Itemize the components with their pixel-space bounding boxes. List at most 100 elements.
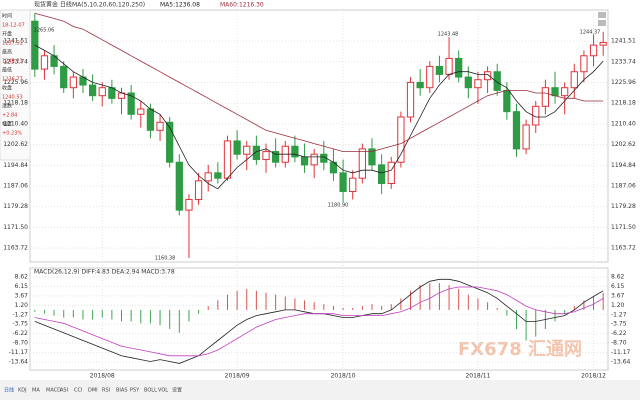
info-text: 幅度 [2, 121, 12, 128]
tab[interactable]: 日线 [4, 387, 14, 394]
candle-body [589, 44, 598, 57]
y-tick-label: 1218.18 [611, 100, 636, 107]
y-tick-label: 1202.62 [611, 141, 636, 148]
line-series [34, 44, 604, 190]
tab[interactable]: CCI [74, 388, 82, 394]
candle-body [214, 172, 222, 179]
annotation: 1243.48 [438, 32, 459, 38]
tab[interactable]: BIAS [116, 388, 128, 394]
tab[interactable]: KDJ [18, 388, 27, 394]
candle-body [223, 140, 232, 179]
legend-entry: MA60:1216.30 [220, 2, 264, 9]
candle-body [339, 172, 347, 192]
candle-body [262, 151, 270, 161]
candle-body [474, 79, 482, 89]
x-tick-label: 2018/08 [90, 373, 115, 380]
annotation: 1244.37 [580, 30, 601, 36]
tab[interactable]: MA [32, 388, 40, 394]
macd-frame [29, 267, 609, 371]
y-tick-label: 1225.96 [611, 79, 636, 86]
y-tick-label: 1179.28 [611, 203, 636, 210]
macd-header: MACD(26,12,9) DIFF:4.83 DEA:2.94 MACD:3.… [34, 269, 175, 276]
y-tick-label: 1225.96 [3, 79, 28, 86]
y-tick-label: 6.15 [15, 283, 29, 290]
line-series [34, 286, 604, 357]
y-tick-label: 1210.40 [3, 120, 28, 127]
candle-body [435, 65, 444, 75]
candle-body [204, 172, 212, 182]
chart-title: 现货黄金 日线 [34, 1, 72, 9]
y-tick-label: 1.20 [15, 302, 29, 309]
candle-body [387, 161, 395, 184]
info-panel [0, 9, 31, 161]
y-tick-label: 3.67 [611, 292, 625, 299]
y-tick-label: 1171.50 [611, 224, 636, 231]
tab[interactable]: RSI [102, 388, 110, 394]
tab[interactable]: ASI [60, 388, 68, 394]
candle-body [349, 177, 357, 192]
candle-body [445, 57, 453, 75]
x-tick-label: 2018/10 [331, 373, 356, 380]
candle-body [503, 89, 511, 113]
y-tick-label: 1194.84 [611, 162, 636, 169]
candle-body [127, 92, 135, 115]
candle-body [455, 57, 463, 78]
info-text: 收盘 [2, 85, 12, 92]
icon[interactable] [598, 20, 606, 26]
annotation: 1160.38 [155, 256, 176, 262]
candle-body [243, 145, 251, 155]
y-tick-label: 1187.06 [611, 183, 636, 190]
candle-body [146, 108, 155, 131]
candle-body [252, 145, 261, 161]
x-tick-label: 2018/11 [465, 373, 490, 380]
tab[interactable]: VOL [158, 388, 168, 394]
candle-body [60, 65, 68, 89]
y-tick-label: 1163.72 [611, 245, 636, 252]
icon[interactable] [598, 12, 606, 18]
y-tick-label: 1171.50 [3, 224, 28, 231]
y-tick-label: -8.70 [12, 340, 28, 347]
tab[interactable]: MACD [46, 388, 61, 394]
y-tick-label: -1.27 [611, 311, 627, 318]
y-tick-label: -6.22 [611, 330, 627, 337]
x-tick-label: 2018/12 [581, 373, 606, 380]
candle-body [368, 148, 376, 166]
y-tick-label: 8.62 [611, 273, 625, 280]
candle-body [69, 76, 77, 89]
candle-body [406, 81, 415, 118]
annotation: 1265.06 [34, 28, 55, 34]
y-tick-label: -3.75 [611, 321, 627, 328]
y-tick-label: -6.22 [12, 330, 28, 337]
candle-body [98, 87, 106, 97]
candle-body [599, 41, 607, 46]
y-tick-label: 1202.62 [3, 141, 28, 148]
watermark: FX678 汇通网 [458, 339, 582, 360]
tab[interactable]: BOLL [144, 388, 157, 394]
candle-body [483, 71, 492, 81]
y-tick-label: 1241.51 [611, 38, 636, 45]
info-text: 1236.77 [2, 77, 23, 83]
info-text: +0.23% [2, 131, 22, 137]
info-text: 最高 [2, 49, 12, 56]
y-tick-label: 3.67 [15, 292, 29, 299]
candle-body [377, 164, 386, 184]
tab[interactable]: 设置 [172, 387, 182, 394]
candle-body [310, 153, 318, 166]
y-tick-label: 1163.72 [3, 245, 28, 252]
candle-body [194, 180, 203, 200]
tab-bar [0, 380, 640, 400]
candle-body [300, 156, 309, 166]
indicator-header: MA(5,10,20,60,120,250) [72, 2, 145, 9]
candle-body [272, 151, 280, 163]
y-tick-label: 1179.28 [3, 203, 28, 210]
y-tick-label: 1187.06 [3, 183, 28, 190]
y-tick-label: 1233.74 [611, 58, 636, 65]
info-text: 1248.21 [2, 59, 23, 65]
y-tick-label: -13.64 [9, 359, 29, 366]
tab[interactable]: DMI [88, 388, 98, 394]
tab[interactable]: PSY [130, 388, 140, 394]
legend-entry: MA5:1236.08 [160, 2, 200, 9]
candle-body [561, 87, 569, 97]
annotation: 1180.90 [328, 203, 349, 209]
